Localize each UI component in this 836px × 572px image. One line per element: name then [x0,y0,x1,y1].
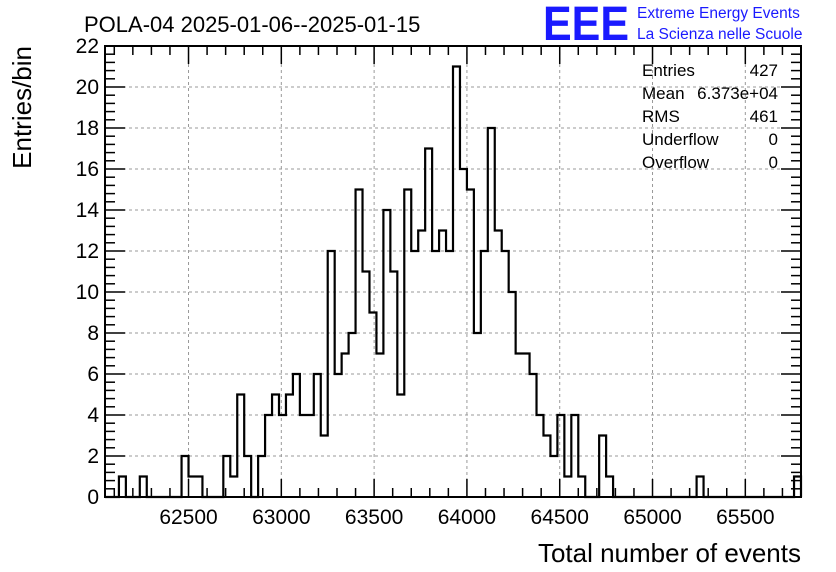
x-tick-label: 64000 [438,506,496,529]
axis-ticks [105,45,802,498]
y-tick-label: 20 [76,76,99,99]
y-tick-label: 22 [76,35,99,58]
stat-entries-label: Entries [642,61,695,80]
x-tick-label: 63500 [345,506,403,529]
stat-mean-label: Mean [642,84,685,103]
stat-overflow-label: Overflow [642,153,710,172]
eee-logo: EEE Extreme Energy Events La Scienza nel… [543,0,802,51]
stat-underflow-label: Underflow [642,130,719,149]
stats-box: Entries 427 Mean 6.373e+04 RMS 461 Under… [642,61,778,172]
y-tick-label: 2 [87,445,99,468]
stat-rms-value: 461 [750,107,778,126]
x-tick-label: 62500 [159,506,217,529]
stat-mean-value: 6.373e+04 [697,84,778,103]
x-tick-label: 63000 [252,506,310,529]
chart-title: POLA-04 2025-01-06--2025-01-15 [84,12,420,37]
eee-logo-line1: Extreme Energy Events [637,5,800,22]
eee-logo-mark: EEE [543,0,629,51]
y-tick-label: 0 [87,486,99,509]
x-tick-label: 65500 [716,506,774,529]
y-tick-label: 18 [76,117,99,140]
stat-overflow-value: 0 [769,153,778,172]
x-tick-label: 64500 [531,506,589,529]
plot-frame [104,45,802,498]
x-tick-label: 65000 [623,506,681,529]
stat-underflow-value: 0 [769,130,778,149]
stat-rms-label: RMS [642,107,680,126]
y-tick-label: 10 [76,281,99,304]
y-tick-label: 8 [87,322,99,345]
x-axis-title: Total number of events [538,538,801,568]
y-tick-label: 4 [87,404,99,427]
y-axis-title: Entries/bin [7,46,37,169]
eee-logo-line2: La Scienza nelle Scuole [637,26,802,43]
y-tick-label: 14 [76,199,100,222]
y-tick-label: 6 [87,363,99,386]
y-tick-label: 12 [76,240,99,263]
stat-entries-value: 427 [750,61,778,80]
y-tick-label: 16 [76,158,99,181]
axis-tick-labels: 62500 63000 63500 64000 64500 65000 65500 0 2 4 6 8… [76,35,775,529]
